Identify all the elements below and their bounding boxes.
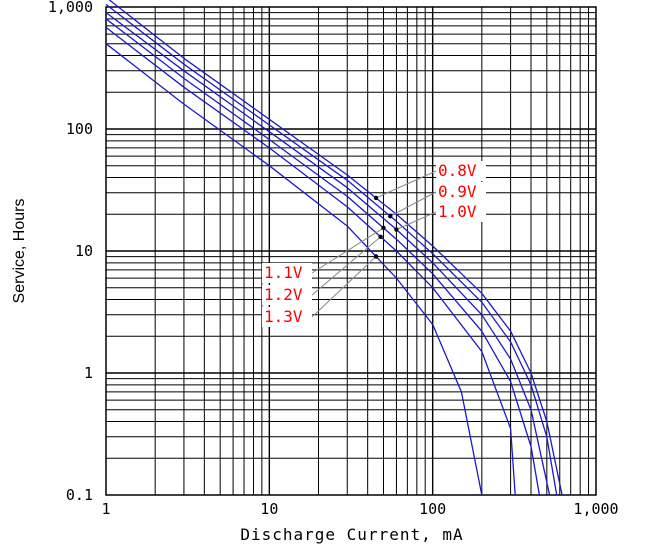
tick-labels: 1 10 100 1,000 0.1 1 10 100 1,000 bbox=[48, 0, 619, 518]
series-label-0-9V: 0.9V bbox=[438, 182, 477, 201]
y-tick-label: 0.1 bbox=[66, 486, 93, 504]
callout-leader bbox=[375, 170, 437, 199]
callout-bg bbox=[262, 263, 312, 283]
grid bbox=[106, 7, 596, 495]
callout-marker bbox=[381, 225, 386, 231]
series-label-1-2V: 1.2V bbox=[264, 285, 303, 304]
series-line-1-2V bbox=[105, 26, 516, 496]
callout-bg bbox=[262, 307, 312, 327]
y-tick-label: 10 bbox=[75, 242, 93, 260]
callout-bg bbox=[262, 285, 312, 305]
y-axis-label: Service, Hours bbox=[11, 199, 28, 304]
series-line-1-3V bbox=[105, 43, 483, 496]
y-tick-label: 100 bbox=[66, 120, 93, 138]
callout-marker bbox=[388, 213, 393, 219]
series-line-1-0V bbox=[105, 12, 551, 496]
callout-leader bbox=[311, 227, 384, 274]
y-tick-label: 1,000 bbox=[48, 0, 93, 16]
plot-frame bbox=[105, 6, 597, 496]
series-label-1-0V: 1.0V bbox=[438, 202, 477, 221]
callout-marker bbox=[373, 195, 379, 201]
x-axis-label: Discharge Current, mA bbox=[240, 525, 463, 544]
callout-leader bbox=[311, 236, 381, 296]
callout-marker bbox=[394, 227, 399, 232]
callout-leader bbox=[396, 211, 437, 230]
series-label-0-8V: 0.8V bbox=[438, 161, 477, 180]
x-tick-label: 10 bbox=[260, 500, 278, 518]
callout-bg bbox=[436, 202, 486, 222]
series-lines bbox=[105, 0, 563, 496]
series-line-0-9V bbox=[105, 3, 558, 496]
y-tick-label: 1 bbox=[84, 364, 93, 382]
callout-leader bbox=[311, 256, 377, 318]
series-label-1-3V: 1.3V bbox=[264, 307, 303, 326]
series-line-1-1V bbox=[105, 18, 541, 496]
callout-marker bbox=[378, 234, 383, 239]
series-label-1-1V: 1.1V bbox=[264, 263, 303, 282]
series-line-0-8V bbox=[108, 0, 563, 496]
x-tick-label: 100 bbox=[419, 500, 446, 518]
x-tick-label: 1,000 bbox=[573, 500, 618, 518]
callout-marker bbox=[373, 254, 379, 259]
callout-bg bbox=[436, 161, 486, 181]
callout-bg bbox=[436, 182, 486, 202]
callout-leader bbox=[390, 191, 437, 217]
x-tick-label: 1 bbox=[101, 500, 110, 518]
callouts: 0.8V 0.9V1.0V 1.1V 1.2V 1.3V bbox=[262, 161, 486, 327]
